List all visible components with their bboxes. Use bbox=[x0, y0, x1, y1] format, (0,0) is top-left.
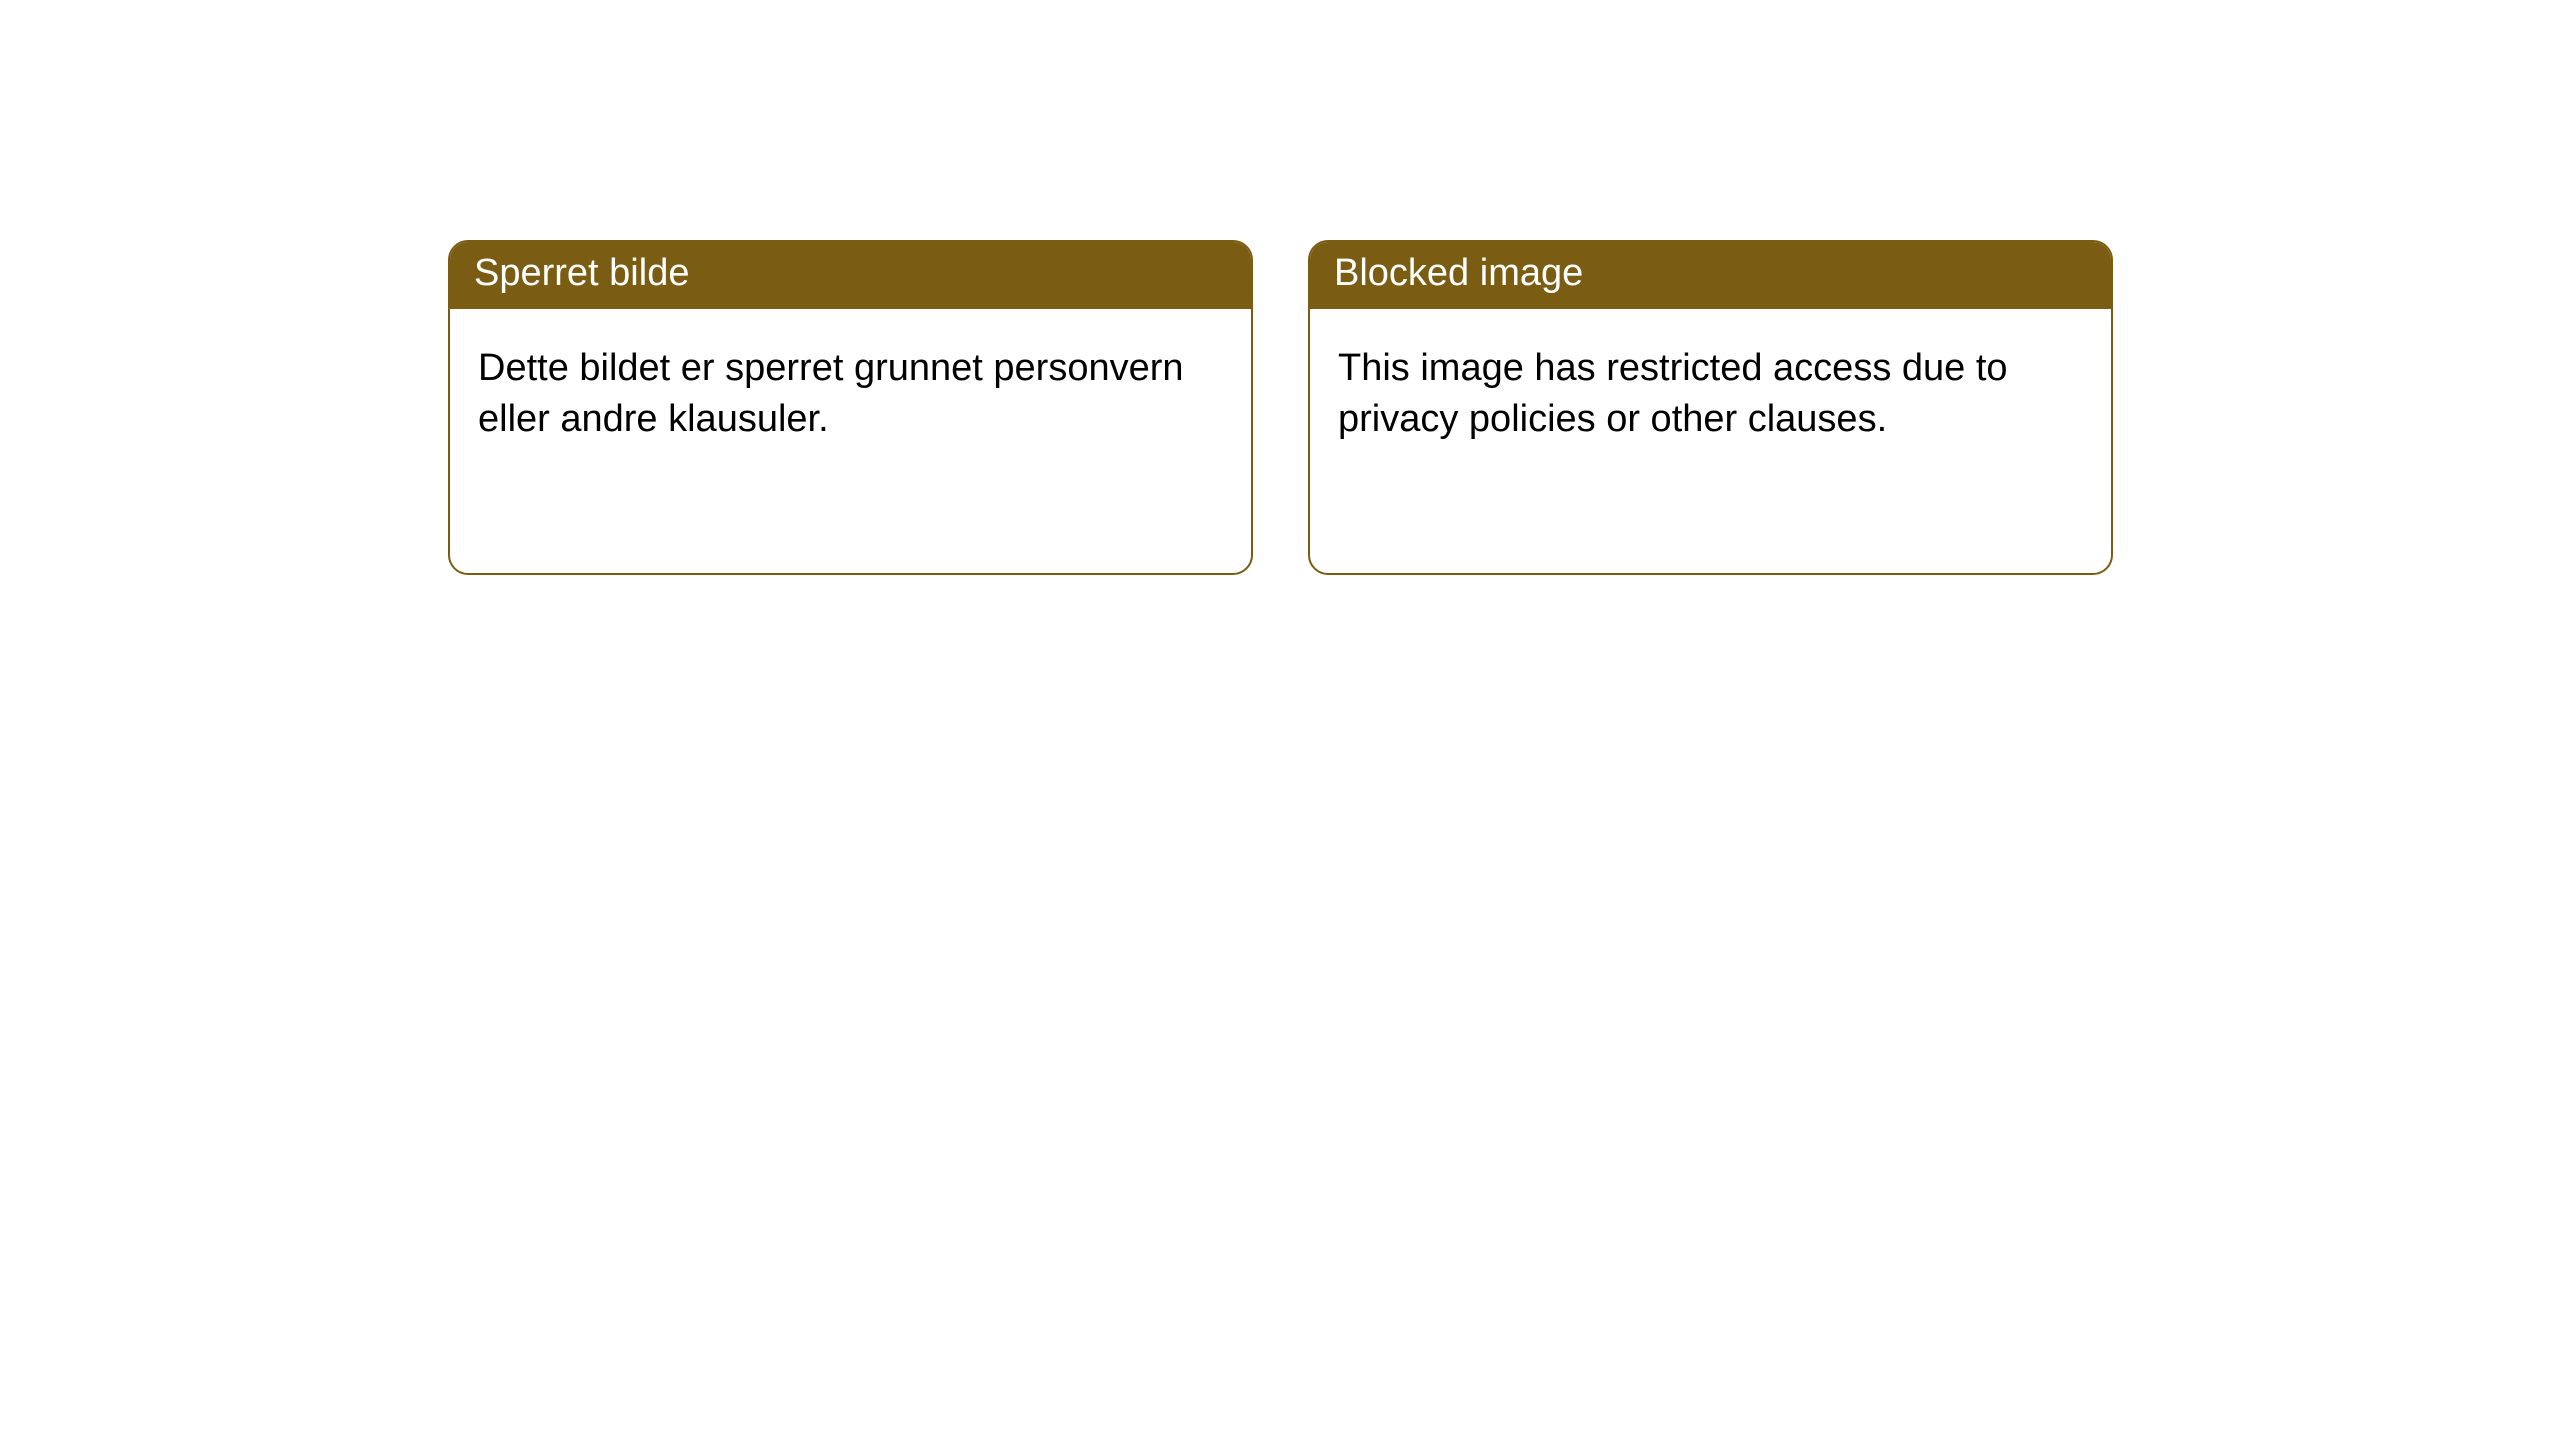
cards-container: Sperret bilde Dette bildet er sperret gr… bbox=[0, 0, 2560, 575]
blocked-image-card-no: Sperret bilde Dette bildet er sperret gr… bbox=[448, 240, 1253, 575]
card-header: Blocked image bbox=[1310, 242, 2111, 309]
blocked-image-card-en: Blocked image This image has restricted … bbox=[1308, 240, 2113, 575]
card-body: This image has restricted access due to … bbox=[1310, 309, 2111, 480]
card-body: Dette bildet er sperret grunnet personve… bbox=[450, 309, 1251, 480]
card-header: Sperret bilde bbox=[450, 242, 1251, 309]
